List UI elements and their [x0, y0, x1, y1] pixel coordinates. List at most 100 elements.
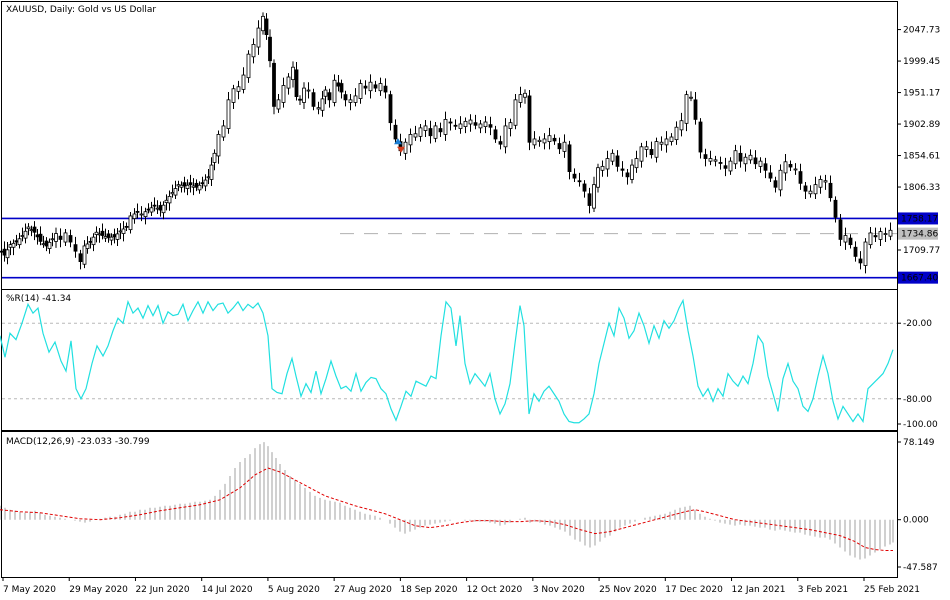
candle-body [170, 192, 175, 195]
candle-body [778, 169, 783, 191]
candle-body [85, 243, 90, 249]
candle-body [413, 133, 418, 138]
candle-body [339, 83, 344, 93]
macd-panel-title: MACD(12,26,9) -23.033 -30.799 [6, 437, 150, 447]
candle-body [703, 154, 708, 159]
candle-body [838, 219, 843, 240]
candle-body [669, 136, 674, 142]
candle-body [542, 138, 547, 144]
candle-body [112, 234, 117, 238]
price-panel-title: XAUUSD, Daily: Gold vs US Dollar [6, 5, 156, 15]
x-axis-label: 3 Feb 2021 [798, 585, 848, 595]
candle-body [458, 123, 463, 129]
candle-body [587, 193, 592, 206]
candle-body [664, 138, 669, 146]
candle-body [713, 159, 718, 162]
candle-body [718, 162, 723, 164]
candle-body [41, 243, 46, 246]
candle-body [5, 249, 10, 259]
macd-axis-label: 0.000 [903, 516, 929, 526]
candle-body [689, 96, 693, 99]
candle-body [418, 127, 423, 137]
candle-body [679, 120, 684, 131]
candle-body [209, 164, 214, 180]
candle-body [188, 182, 193, 186]
candle-body [743, 156, 748, 165]
candle-body [272, 62, 276, 107]
candle-body [630, 164, 634, 180]
candle-body [246, 53, 251, 79]
candle-body [393, 124, 398, 140]
candle-body [32, 226, 37, 233]
candle-body [97, 233, 102, 236]
candle-body [161, 204, 166, 214]
candle-body [368, 81, 373, 92]
candle-body [94, 231, 99, 235]
candle-body [20, 235, 25, 237]
candle-body [182, 182, 187, 187]
candle-body [323, 89, 328, 97]
candle-body [733, 150, 738, 165]
candle-body [176, 184, 181, 187]
price-label-box [898, 227, 938, 240]
candle-body [763, 163, 768, 171]
candle-body [537, 139, 542, 142]
x-axis-label: 5 Aug 2020 [268, 585, 320, 595]
candle-body [592, 184, 596, 209]
candle-body [513, 99, 518, 126]
candle-body [212, 152, 217, 163]
candle-body [523, 92, 527, 98]
macd-signal-line [0, 467, 893, 552]
candle-body [828, 182, 833, 199]
candle-body [2, 248, 7, 256]
candle-body [268, 36, 272, 62]
candle-body [261, 15, 265, 32]
candle-body [853, 246, 858, 257]
candle-body [311, 92, 316, 107]
candle-body [498, 141, 503, 145]
candle-body [106, 233, 111, 238]
candle-body [47, 241, 52, 249]
candle-body [783, 161, 788, 174]
candle-body [179, 184, 184, 188]
candle-body [868, 232, 873, 246]
candle-body [167, 195, 172, 204]
candle-body [532, 138, 537, 146]
x-axis-label: 12 Jan 2021 [732, 585, 786, 595]
candle-body [50, 238, 55, 241]
candle-body [115, 233, 120, 240]
candle-body [54, 233, 58, 242]
candle-body [206, 176, 211, 179]
candle-body [143, 211, 148, 217]
candle-body [428, 128, 433, 137]
price-label-box [898, 271, 938, 284]
candle-body [26, 226, 31, 230]
candle-body [788, 164, 793, 168]
candle-body [557, 143, 562, 150]
candle-body [132, 213, 137, 219]
candle-body [158, 205, 163, 211]
candle-body [164, 199, 169, 203]
candle-body [768, 172, 773, 179]
macd-axis-label: -47.587 [903, 563, 938, 573]
candle-body [121, 228, 126, 234]
candle-body [873, 235, 878, 238]
candle-body [684, 94, 689, 124]
candle-body [320, 98, 325, 111]
candle-body [14, 240, 19, 243]
candle-body [443, 119, 448, 135]
candle-body [103, 236, 108, 239]
candle-body [0, 250, 4, 253]
candle-body [128, 215, 133, 231]
candle-body [88, 240, 93, 243]
macd-axis-label: 78.149 [903, 438, 935, 448]
candle-body [316, 107, 321, 110]
candle-body [582, 183, 587, 192]
candle-body [373, 84, 378, 89]
candle-body [698, 121, 703, 153]
candle-body [264, 18, 269, 36]
candle-body [654, 141, 659, 158]
macd-panel-frame [1, 431, 898, 578]
